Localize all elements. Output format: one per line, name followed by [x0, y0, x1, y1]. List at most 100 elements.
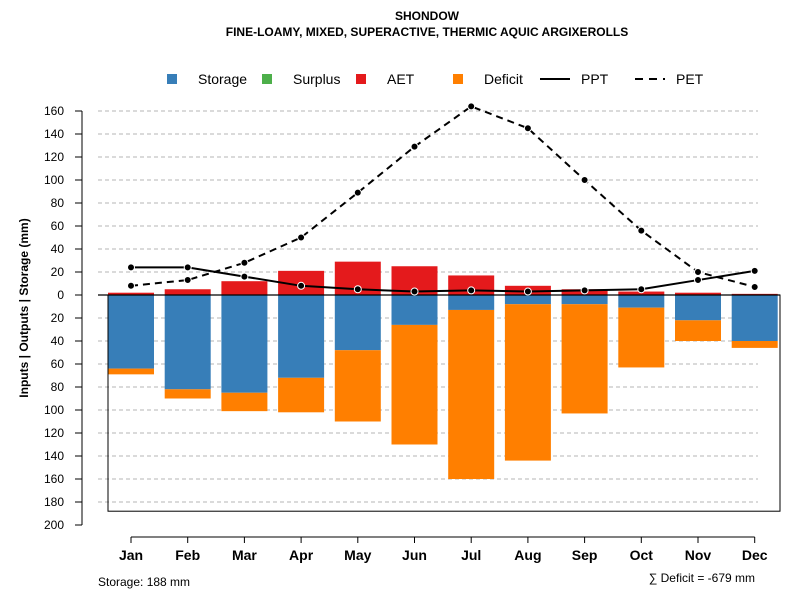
bar-storage-oct	[618, 295, 665, 308]
y-tick-label: 100	[44, 173, 64, 187]
pet-point-mar	[240, 258, 249, 267]
y-tick-label: 100	[44, 403, 64, 417]
bar-deficit-oct	[618, 307, 665, 368]
deficit-note: ∑ Deficit = -679 mm	[649, 571, 755, 585]
x-tick-label-apr: Apr	[289, 547, 314, 563]
y-tick-label: 120	[44, 150, 64, 164]
bar-storage-apr	[278, 295, 325, 378]
ppt-point-feb	[183, 263, 192, 272]
axes: 1601401201008060402002040608010012014016…	[44, 104, 768, 563]
pet-point-oct	[637, 226, 646, 235]
y-tick-label: 60	[51, 219, 65, 233]
legend-label-aet: AET	[387, 71, 415, 87]
y-tick-label: 20	[51, 265, 65, 279]
pet-point-apr	[297, 233, 306, 242]
x-tick-label-oct: Oct	[630, 547, 654, 563]
bar-deficit-dec	[731, 341, 778, 348]
bar-storage-dec	[731, 295, 778, 341]
bar-storage-jan	[108, 295, 154, 369]
bar-deficit-sep	[561, 304, 608, 414]
y-tick-label: 140	[44, 449, 64, 463]
bar-deficit-jul	[448, 309, 495, 479]
x-tick-label-jan: Jan	[119, 547, 143, 563]
pet-point-dec	[750, 282, 759, 291]
bar-deficit-jun	[391, 324, 438, 445]
ppt-point-nov	[694, 276, 702, 285]
y-tick-label: 180	[44, 495, 64, 509]
y-axis-label: Inputs | Outputs | Storage (mm)	[17, 218, 31, 397]
y-tick-label: 40	[51, 242, 65, 256]
bar-aet-jan	[108, 292, 154, 295]
pet-point-nov	[694, 268, 702, 276]
legend-swatch-deficit	[453, 74, 463, 84]
line-series	[127, 102, 759, 296]
legend-label-deficit: Deficit	[484, 71, 523, 87]
y-tick-label: 40	[51, 334, 65, 348]
pet-point-sep	[580, 176, 589, 184]
y-tick-label: 80	[51, 196, 65, 210]
legend-label-pet: PET	[676, 71, 704, 87]
x-tick-label-jul: Jul	[461, 547, 481, 563]
ppt-point-jun	[410, 287, 419, 296]
bar-series	[98, 261, 781, 512]
ppt-point-dec	[750, 266, 759, 275]
bar-deficit-jan	[108, 368, 154, 375]
legend-label-surplus: Surplus	[293, 71, 340, 87]
ppt-point-jan	[127, 263, 135, 272]
x-tick-label-mar: Mar	[232, 547, 257, 563]
pet-point-may	[353, 188, 362, 197]
bar-storage-may	[334, 295, 381, 351]
y-tick-label: 60	[51, 357, 65, 371]
bar-deficit-apr	[278, 377, 325, 413]
y-tick-label: 200	[44, 518, 64, 532]
bar-aet-nov	[675, 292, 721, 295]
y-tick-label: 120	[44, 426, 64, 440]
ppt-point-mar	[240, 272, 249, 281]
legend-swatch-storage	[167, 74, 177, 84]
bar-storage-nov	[675, 295, 721, 321]
x-tick-label-may: May	[344, 547, 371, 563]
chart-title: SHONDOW	[395, 9, 460, 23]
y-tick-label: 160	[44, 472, 64, 486]
bar-storage-jun	[391, 295, 438, 325]
ppt-point-apr	[297, 281, 306, 290]
bar-aet-feb	[164, 289, 211, 295]
bar-aet-mar	[221, 281, 268, 295]
bar-storage-aug	[504, 295, 551, 305]
ppt-point-sep	[580, 286, 589, 295]
bar-deficit-mar	[221, 392, 268, 412]
pet-point-jul	[467, 102, 476, 111]
x-tick-label-nov: Nov	[685, 547, 712, 563]
bar-storage-mar	[221, 295, 268, 393]
pet-point-jun	[410, 142, 419, 151]
y-tick-label: 80	[51, 380, 65, 394]
bar-aet-oct	[618, 291, 665, 295]
ppt-point-jul	[467, 286, 476, 295]
ppt-point-aug	[523, 287, 532, 296]
bar-deficit-nov	[675, 320, 721, 341]
legend-label-ppt: PPT	[581, 71, 609, 87]
ppt-point-oct	[637, 285, 646, 294]
legend: Storage Surplus AET Deficit PPT PET	[167, 71, 704, 87]
pet-point-feb	[183, 276, 192, 285]
y-tick-label: 140	[44, 127, 64, 141]
legend-label-storage: Storage	[198, 71, 247, 87]
pet-line	[130, 105, 755, 288]
pet-point-jan	[127, 281, 135, 290]
bar-deficit-aug	[504, 304, 551, 461]
legend-swatch-aet	[356, 74, 366, 84]
x-tick-label-sep: Sep	[572, 547, 598, 563]
storage-note: Storage: 188 mm	[98, 575, 190, 589]
ppt-point-may	[353, 285, 362, 294]
bar-deficit-may	[334, 350, 381, 422]
bar-storage-jul	[448, 295, 495, 310]
ppt-line	[131, 266, 755, 293]
chart-subtitle: FINE-LOAMY, MIXED, SUPERACTIVE, THERMIC …	[226, 25, 628, 39]
x-tick-label-jun: Jun	[402, 547, 427, 563]
x-tick-label-aug: Aug	[514, 547, 541, 563]
pet-point-aug	[523, 124, 532, 133]
x-tick-label-feb: Feb	[175, 547, 200, 563]
x-tick-label-dec: Dec	[742, 547, 768, 563]
y-tick-label: 20	[51, 311, 65, 325]
